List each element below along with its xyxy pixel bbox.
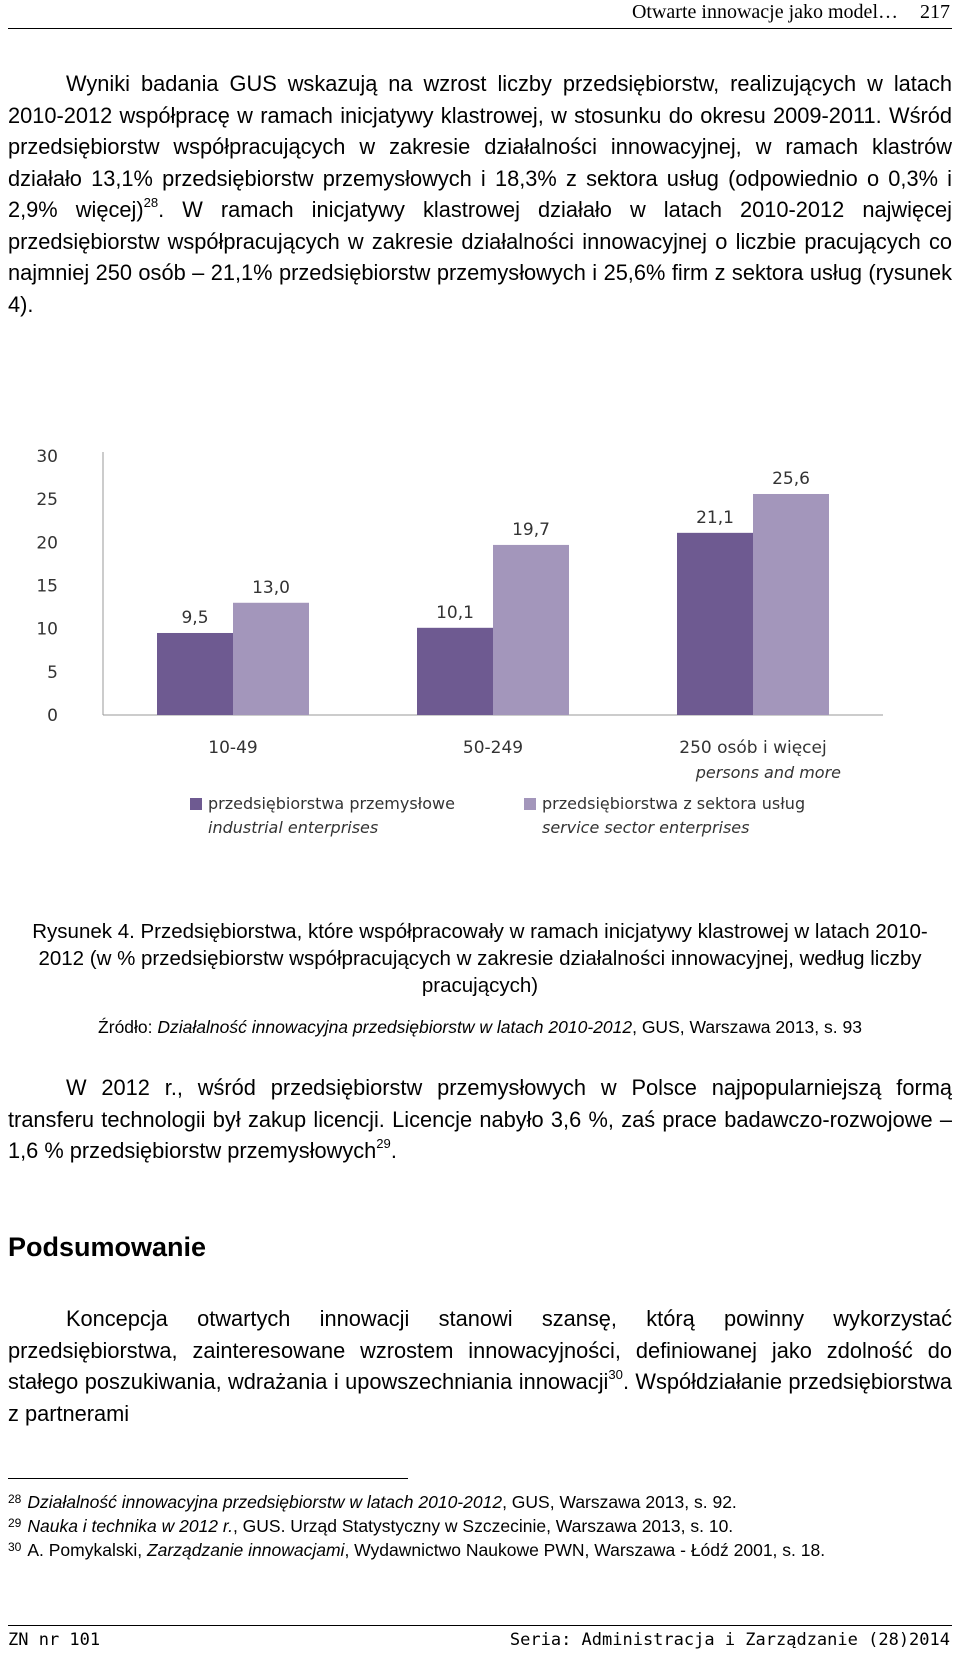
y-tick-label: 0 bbox=[47, 706, 58, 726]
footnote-separator bbox=[8, 1478, 408, 1479]
data-label: 9,5 bbox=[181, 608, 208, 628]
section-heading: Podsumowanie bbox=[8, 1232, 207, 1262]
footnote-30: 30 A. Pomykalski, Zarządzanie innowacjami… bbox=[8, 1538, 952, 1562]
paragraph-3: Koncepcja otwartych innowacji stanowi sz… bbox=[8, 1303, 952, 1429]
legend-swatch bbox=[190, 798, 202, 810]
bar-service bbox=[493, 544, 569, 715]
legend-label: przedsiębiorstwa przemysłowe bbox=[208, 794, 455, 813]
paragraph-2-text-b: . bbox=[390, 1138, 397, 1163]
footnote-ref-30[interactable]: 30 bbox=[608, 1367, 623, 1383]
data-label: 25,6 bbox=[772, 469, 810, 489]
footnote-rest: , GUS. Urząd Statystyczny w Szczecinie, … bbox=[232, 1516, 734, 1536]
y-tick-label: 20 bbox=[36, 533, 58, 553]
legend-label-en: industrial enterprises bbox=[208, 818, 378, 837]
bar-service bbox=[753, 493, 829, 715]
x-tick-label: 250 osób i więcej bbox=[679, 738, 826, 758]
footnote-title: Nauka i technika w 2012 r. bbox=[27, 1516, 233, 1536]
footnote-ref-29[interactable]: 29 bbox=[376, 1136, 391, 1152]
x-tick-label: 10-49 bbox=[208, 738, 257, 758]
figure-source: Źródło: Działalność innowacyjna przedsię… bbox=[10, 1017, 950, 1038]
x-tick-label: 50-249 bbox=[463, 738, 523, 758]
running-header: Otwarte innowacje jako model… 217 bbox=[8, 0, 952, 29]
paragraph-1: Wyniki badania GUS wskazują na wzrost li… bbox=[8, 68, 952, 320]
footer-left: ZN nr 101 bbox=[8, 1630, 101, 1650]
footer-right: Seria: Administracja i Zarządzanie (28)2… bbox=[509, 1630, 950, 1650]
bar-industrial bbox=[157, 632, 233, 715]
data-label: 19,7 bbox=[512, 520, 550, 540]
paragraph-1-text-b: . W ramach inicjatywy klastrowej działał… bbox=[8, 197, 952, 317]
footnote-rest: , GUS, Warszawa 2013, s. 92. bbox=[502, 1492, 737, 1512]
paragraph-3-text-a: Koncepcja otwartych innowacji stanowi sz… bbox=[8, 1306, 952, 1394]
bar-chart: % 0 5 10 15 20 25 30 9,5 13,0 10-49 10,1 19,7 50-249 2… bbox=[36, 440, 883, 837]
paragraph-1-text-a: Wyniki badania GUS wskazują na wzrost li… bbox=[8, 71, 952, 222]
footnote-number: 28 bbox=[8, 1492, 22, 1506]
page-footer: ZN nr 101 Seria: Administracja i Zarządz… bbox=[8, 1625, 952, 1650]
footnote-rest: , Wydawnictwo Naukowe PWN, Warszawa - Łó… bbox=[344, 1540, 826, 1560]
y-tick-label: 30 bbox=[36, 447, 58, 467]
header-title: Otwarte innowacje jako model… bbox=[631, 1, 898, 23]
source-label: Źródło: bbox=[98, 1017, 158, 1037]
data-label: 21,1 bbox=[696, 508, 734, 528]
footnote-number: 29 bbox=[8, 1516, 22, 1530]
y-tick-label: 10 bbox=[36, 620, 58, 640]
footnote-ref-28[interactable]: 28 bbox=[143, 195, 159, 211]
data-label: 10,1 bbox=[436, 603, 474, 623]
paragraph-2: W 2012 r., wśród przedsiębiorstw przemys… bbox=[8, 1072, 952, 1167]
x-tick-label-en: persons and more bbox=[695, 763, 841, 782]
paragraph-3-text-b: . Współdziałanie przedsiębiorstwa z part… bbox=[8, 1369, 952, 1426]
paragraph-2-text-a: W 2012 r., wśród przedsiębiorstw przemys… bbox=[8, 1075, 952, 1163]
legend-swatch bbox=[524, 798, 536, 810]
bar-service bbox=[233, 602, 309, 715]
footnote-29: 29 Nauka i technika w 2012 r., GUS. Urząd… bbox=[8, 1514, 952, 1538]
legend-label: przedsiębiorstwa z sektora usług bbox=[542, 794, 805, 813]
figure-caption: Rysunek 4. Przedsiębiorstwa, które współ… bbox=[32, 920, 928, 997]
y-tick-label: 15 bbox=[36, 577, 58, 597]
footnote-title: Zarządzanie innowacjami bbox=[146, 1540, 345, 1560]
y-axis-unit-label: % bbox=[80, 440, 94, 442]
footnote-author: A. Pomykalski, bbox=[27, 1540, 147, 1560]
source-rest: , GUS, Warszawa 2013, s. 93 bbox=[632, 1017, 862, 1037]
data-label: 13,0 bbox=[252, 578, 290, 598]
legend-label-en: service sector enterprises bbox=[542, 818, 749, 837]
footnote-title: Działalność innowacyjna przedsiębiorstw … bbox=[27, 1492, 503, 1512]
y-tick-label: 25 bbox=[36, 490, 58, 510]
footnote-28: 28 Działalność innowacyjna przedsiębiorst… bbox=[8, 1490, 952, 1514]
bar-industrial bbox=[677, 532, 753, 715]
page-number: 217 bbox=[920, 1, 950, 23]
source-title: Działalność innowacyjna przedsiębiorstw … bbox=[157, 1017, 633, 1037]
footnote-number: 30 bbox=[8, 1540, 22, 1554]
y-tick-label: 5 bbox=[47, 663, 58, 683]
bar-industrial bbox=[417, 627, 493, 715]
